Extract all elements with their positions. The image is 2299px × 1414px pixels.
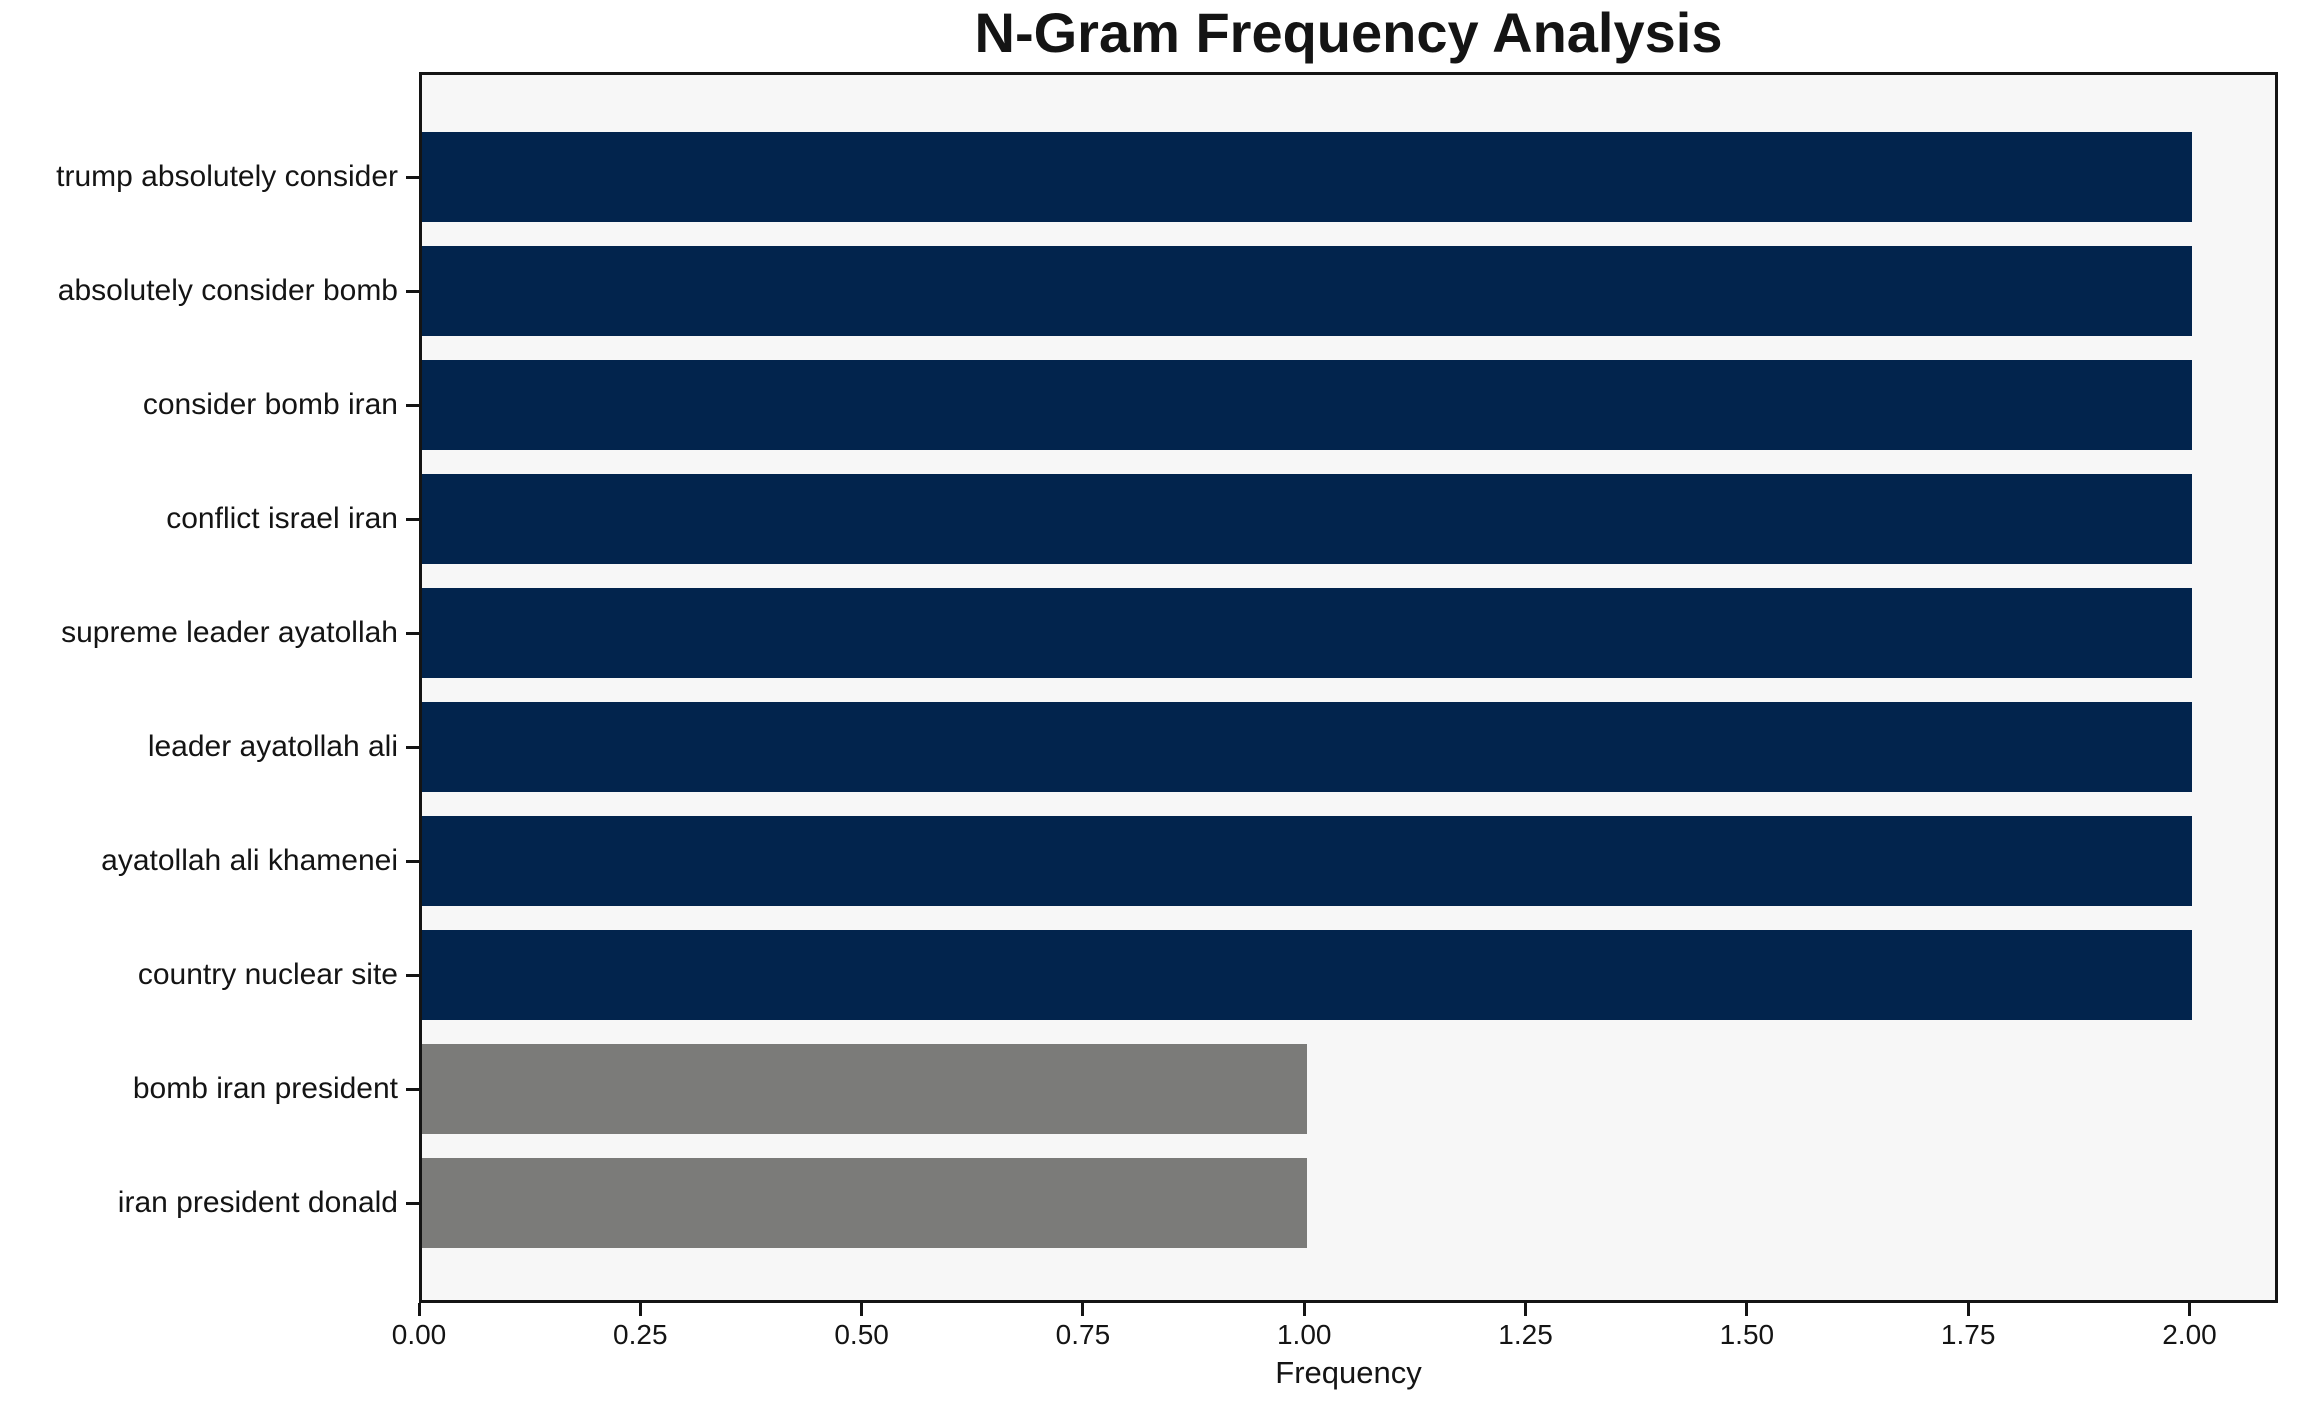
x-axis-tick-label: 0.50 bbox=[834, 1319, 889, 1350]
y-axis-tick bbox=[406, 631, 419, 635]
y-axis-tick bbox=[406, 859, 419, 863]
x-axis-tick-label: 0.00 bbox=[391, 1319, 447, 1350]
y-axis-category-label: leader ayatollah ali bbox=[147, 730, 398, 763]
x-axis-tick bbox=[1081, 1303, 1085, 1316]
bar bbox=[422, 474, 2192, 564]
y-axis-tick bbox=[406, 403, 419, 407]
y-axis-tick bbox=[406, 289, 419, 293]
bar bbox=[422, 1158, 1307, 1248]
y-axis-tick bbox=[406, 973, 419, 977]
y-axis-category-label: absolutely consider bomb bbox=[57, 274, 398, 307]
y-axis-category-label: conflict israel iran bbox=[166, 502, 398, 535]
y-axis-category-label: iran president donald bbox=[117, 1186, 398, 1219]
x-axis-tick bbox=[860, 1303, 864, 1316]
bar bbox=[422, 132, 2192, 222]
y-axis-category-label: consider bomb iran bbox=[142, 388, 398, 421]
y-axis-tick bbox=[406, 1087, 419, 1091]
y-axis-category-label: supreme leader ayatollah bbox=[61, 616, 398, 649]
bar bbox=[422, 246, 2192, 336]
y-axis-tick bbox=[406, 517, 419, 521]
x-axis-tick-label: 1.50 bbox=[1719, 1319, 1775, 1350]
bar bbox=[422, 702, 2192, 792]
y-axis-tick bbox=[406, 745, 419, 749]
bar bbox=[422, 1044, 1307, 1134]
x-axis-tick bbox=[2187, 1303, 2191, 1316]
x-axis-tick-label: 1.00 bbox=[1276, 1319, 1332, 1350]
x-axis-tick bbox=[1524, 1303, 1528, 1316]
y-axis-category-label: trump absolutely consider bbox=[56, 160, 398, 193]
y-axis-tick bbox=[406, 1201, 419, 1205]
x-axis-tick bbox=[417, 1303, 421, 1316]
x-axis-tick-label: 1.25 bbox=[1498, 1319, 1553, 1350]
x-axis-tick-label: 1.75 bbox=[1940, 1319, 1996, 1350]
bar bbox=[422, 930, 2192, 1020]
bar bbox=[422, 588, 2192, 678]
y-axis-category-label: bomb iran president bbox=[132, 1072, 398, 1105]
y-axis-category-label: country nuclear site bbox=[137, 958, 398, 991]
x-axis-label: Frequency bbox=[1275, 1355, 1422, 1390]
y-axis-tick bbox=[406, 175, 419, 179]
x-axis-tick-label: 0.75 bbox=[1055, 1319, 1111, 1350]
y-axis-category-label: ayatollah ali khamenei bbox=[101, 844, 398, 877]
x-axis-tick bbox=[638, 1303, 642, 1316]
bar bbox=[422, 360, 2192, 450]
bar bbox=[422, 816, 2192, 906]
x-axis-tick-label: 2.00 bbox=[2162, 1319, 2217, 1350]
chart-title: N-Gram Frequency Analysis bbox=[974, 1, 1723, 64]
x-axis-tick bbox=[1302, 1303, 1306, 1316]
x-axis-tick bbox=[1745, 1303, 1749, 1316]
plot-area bbox=[419, 72, 2278, 1303]
x-axis-tick bbox=[1966, 1303, 1970, 1316]
x-axis-tick-label: 0.25 bbox=[613, 1319, 668, 1350]
